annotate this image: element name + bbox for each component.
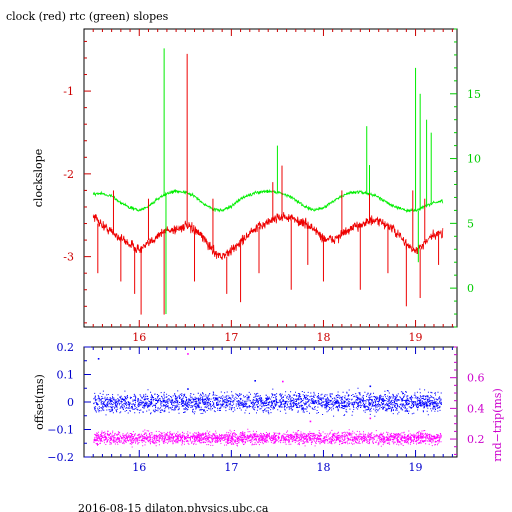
- slopes-right-ytick-label: 15: [467, 88, 481, 101]
- offset-point-cloud: [93, 387, 442, 417]
- rndtrip-outlier-6: [309, 420, 312, 423]
- slopes-left-ytick-label: -3: [63, 251, 74, 264]
- offset-xtick-label: 19: [409, 461, 423, 474]
- offset-left-ytick-label: 0.2: [57, 341, 75, 354]
- slopes-xtick-label: 16: [132, 331, 146, 344]
- offset-xtick-label: 17: [224, 461, 238, 474]
- rndtrip-right-ytick-label: 0.2: [467, 433, 485, 446]
- clock-slope-series: [92, 212, 444, 260]
- slopes-ylabel: clockslope: [32, 149, 45, 207]
- slopes-xtick-label: 17: [224, 331, 238, 344]
- slopes-plot-frame: [83, 28, 458, 328]
- offset-xtick-label: 18: [316, 461, 330, 474]
- rtc-slope-series: [92, 188, 444, 214]
- rndtrip-right-ytick-label: 0.6: [467, 372, 485, 385]
- chart-title: clock (red) rtc (green) slopes: [6, 10, 169, 23]
- slopes-xtick-label: 19: [409, 331, 423, 344]
- offset-outlier-1: [187, 388, 189, 390]
- slopes-plot-area: [92, 48, 444, 315]
- offset-outlier-0: [97, 358, 100, 360]
- rndtrip-outlier-5: [282, 380, 284, 383]
- offset-plot-area: [93, 353, 442, 448]
- rndtrip-outlier-7: [369, 417, 372, 420]
- offset-left-ytick-label: −0.1: [47, 424, 74, 437]
- slopes-left-ytick-label: -2: [63, 168, 74, 181]
- slopes-right-ytick-label: 5: [467, 217, 474, 230]
- slopes-xtick-label: 18: [316, 331, 330, 344]
- rndtrip-ylabel: rnd−trip(ms): [491, 388, 504, 462]
- rndtrip-outlier-4: [187, 353, 189, 355]
- rndtrip-right-ytick-label: 0.4: [467, 402, 485, 415]
- offset-outlier-2: [254, 380, 256, 382]
- rndtrip-point-cloud: [93, 428, 442, 448]
- offset-left-ytick-label: 0: [67, 396, 74, 409]
- slopes-right-ytick-label: 10: [467, 153, 481, 166]
- offset-outlier-3: [369, 385, 372, 388]
- offset-ylabel: offset(ms): [33, 374, 46, 430]
- offset-xtick-label: 16: [132, 461, 146, 474]
- offset-left-ytick-label: −0.2: [47, 451, 74, 464]
- offset-left-ytick-label: 0.1: [57, 369, 75, 382]
- footer-label: 2016-08-15 dilaton.physics.ubc.ca: [78, 502, 269, 512]
- axes-layer: 16 17 18 19 -1 -2 -3 0 5 10 15 16 17 18 19 0.2 0.1 0 −0.1 −…: [47, 28, 485, 474]
- slopes-left-ytick-label: -1: [63, 85, 74, 98]
- slopes-right-ytick-label: 0: [467, 282, 474, 295]
